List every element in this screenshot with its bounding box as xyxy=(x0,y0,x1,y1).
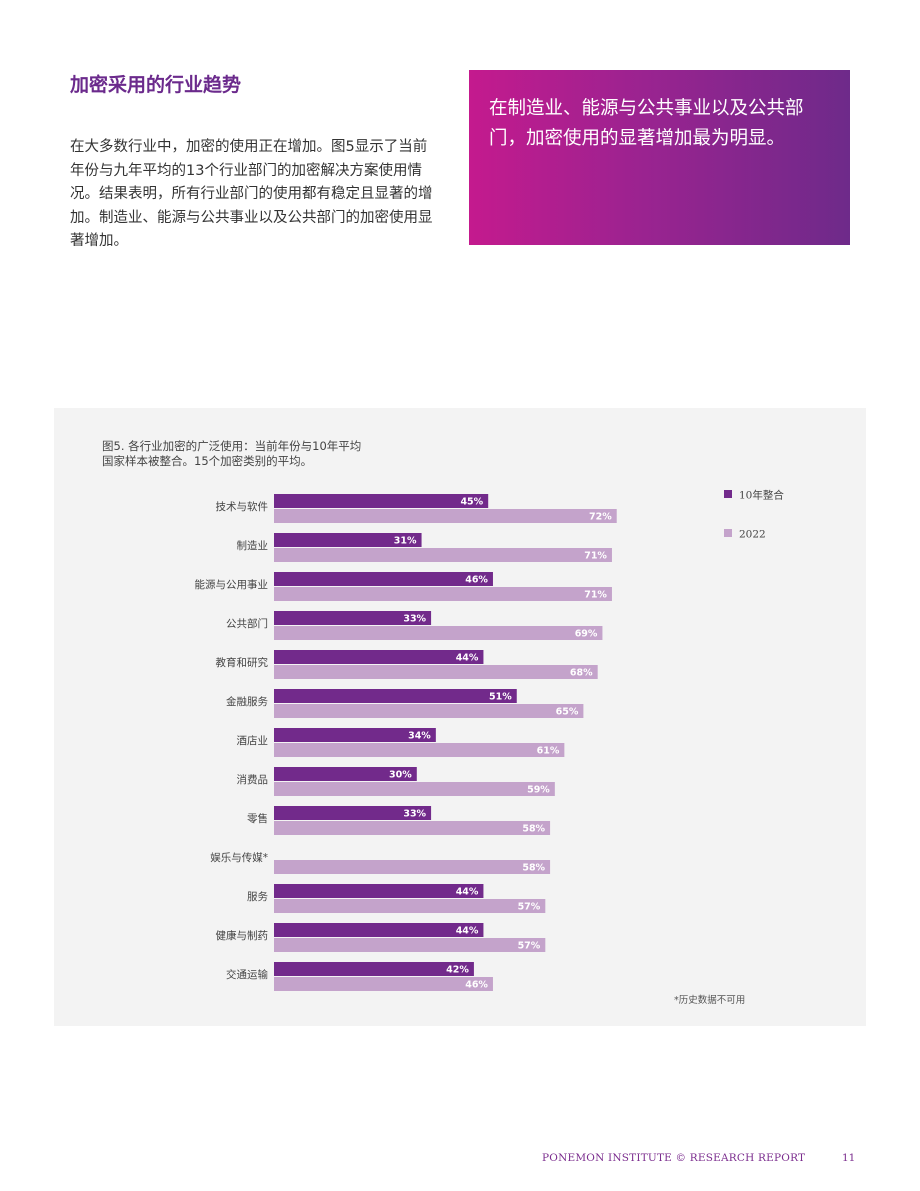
bar-2022 xyxy=(274,704,584,718)
bar-10yr xyxy=(274,728,436,742)
intro-paragraph: 在大多数行业中，加密的使用正在增加。图5显示了当前年份与九年平均的13个行业部门… xyxy=(70,139,433,249)
category-label: 娱乐与传媒* xyxy=(210,851,268,864)
data-label: 59% xyxy=(527,785,550,796)
bar-10yr xyxy=(274,689,517,703)
bar-10yr xyxy=(274,572,493,586)
data-label: 71% xyxy=(584,551,607,562)
legend-swatch xyxy=(724,490,732,498)
data-label: 45% xyxy=(460,497,483,508)
legend-label: 2022 xyxy=(739,529,766,541)
category-label: 零售 xyxy=(247,812,268,825)
data-label: 31% xyxy=(394,536,417,547)
bar-2022 xyxy=(274,587,612,601)
category-label: 金融服务 xyxy=(226,695,268,708)
bar-2022 xyxy=(274,860,551,874)
bar-2022 xyxy=(274,548,612,562)
callout-text: 在制造业、能源与公共事业以及公共部门，加密使用的显著增加最为明显。 xyxy=(489,98,804,149)
category-label: 健康与制药 xyxy=(216,929,269,942)
data-label: 34% xyxy=(408,731,431,742)
callout-box: 在制造业、能源与公共事业以及公共部门，加密使用的显著增加最为明显。 xyxy=(469,70,850,245)
chart-panel: 图5. 各行业加密的广泛使用：当前年份与10年平均 国家样本被整合。15个加密类… xyxy=(54,408,866,1026)
category-label: 技术与软件 xyxy=(216,500,269,513)
chart-title: 图5. 各行业加密的广泛使用：当前年份与10年平均 xyxy=(102,439,362,453)
chart-footnote: *历史数据不可用 xyxy=(674,995,746,1006)
data-label: 46% xyxy=(465,575,488,586)
bar-2022 xyxy=(274,938,546,952)
bar-10yr xyxy=(274,611,432,625)
data-label: 42% xyxy=(446,965,469,976)
bar-10yr xyxy=(274,923,484,937)
data-label: 51% xyxy=(489,692,512,703)
data-label: 58% xyxy=(522,824,545,835)
category-label: 消费品 xyxy=(237,773,269,786)
bar-2022 xyxy=(274,665,598,679)
bar-10yr xyxy=(274,494,489,508)
bar-2022 xyxy=(274,509,617,523)
category-label: 公共部门 xyxy=(226,617,268,630)
data-label: 30% xyxy=(389,770,412,781)
data-label: 65% xyxy=(556,707,579,718)
bar-10yr xyxy=(274,767,417,781)
data-label: 57% xyxy=(518,941,541,952)
data-label: 68% xyxy=(570,668,593,679)
bar-2022 xyxy=(274,743,565,757)
section-title: 加密采用的行业趋势 xyxy=(70,74,242,96)
bar-10yr xyxy=(274,962,474,976)
bar-2022 xyxy=(274,821,551,835)
bar-10yr xyxy=(274,533,422,547)
chart-title-block: 图5. 各行业加密的广泛使用：当前年份与10年平均 国家样本被整合。15个加密类… xyxy=(102,439,361,469)
bar-2022 xyxy=(274,782,555,796)
bar-2022 xyxy=(274,899,546,913)
category-label: 能源与公用事业 xyxy=(195,578,269,591)
legend-label: 10年整合 xyxy=(739,489,784,502)
bar-2022 xyxy=(274,626,603,640)
data-label: 57% xyxy=(518,902,541,913)
data-label: 58% xyxy=(522,863,545,874)
bar-10yr xyxy=(274,884,484,898)
bar-10yr xyxy=(274,650,484,664)
data-label: 33% xyxy=(403,614,426,625)
bar-2022 xyxy=(274,977,493,991)
chart-subtitle: 国家样本被整合。15个加密类别的平均。 xyxy=(102,454,313,468)
footer-text: PONEMON INSTITUTE © RESEARCH REPORT xyxy=(542,1152,806,1164)
category-label: 服务 xyxy=(247,890,268,903)
data-label: 46% xyxy=(465,980,488,991)
data-label: 72% xyxy=(589,512,612,523)
category-label: 制造业 xyxy=(237,539,269,552)
data-label: 71% xyxy=(584,590,607,601)
legend-swatch xyxy=(724,529,732,537)
category-label: 教育和研究 xyxy=(216,656,269,669)
data-label: 44% xyxy=(456,887,479,898)
bar-10yr xyxy=(274,806,432,820)
data-label: 44% xyxy=(456,653,479,664)
category-label: 酒店业 xyxy=(237,734,269,747)
category-label: 交通运输 xyxy=(226,968,268,981)
data-label: 44% xyxy=(456,926,479,937)
data-label: 61% xyxy=(537,746,560,757)
data-label: 33% xyxy=(403,809,426,820)
data-label: 69% xyxy=(575,629,598,640)
page-number: 11 xyxy=(842,1152,856,1164)
bar-chart: 技术与软件 45% 72% 制造业 31% 71% 能源与公用事业 46% 71% 公共部门 33%… xyxy=(195,489,784,991)
